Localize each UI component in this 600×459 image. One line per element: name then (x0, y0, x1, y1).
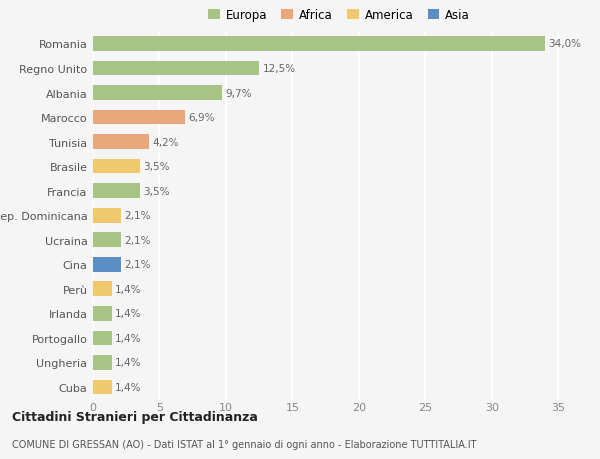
Bar (93, 62, 259, 76)
Bar (93, 111, 185, 125)
Text: 3,5%: 3,5% (143, 162, 169, 172)
Bar (93, 233, 121, 247)
Bar (93, 159, 140, 174)
Legend: Europa, Africa, America, Asia: Europa, Africa, America, Asia (206, 7, 472, 24)
Text: 6,9%: 6,9% (188, 113, 215, 123)
Text: 2,1%: 2,1% (124, 235, 151, 245)
Text: 9,7%: 9,7% (226, 88, 252, 98)
Text: 1,4%: 1,4% (115, 284, 142, 294)
Bar (93, 331, 112, 346)
Text: 1,4%: 1,4% (115, 358, 142, 368)
Bar (93, 282, 112, 297)
Text: 2,1%: 2,1% (124, 260, 151, 270)
Text: COMUNE DI GRESSAN (AO) - Dati ISTAT al 1° gennaio di ogni anno - Elaborazione TU: COMUNE DI GRESSAN (AO) - Dati ISTAT al 1… (12, 440, 476, 449)
Text: 2,1%: 2,1% (124, 211, 151, 221)
Text: 1,4%: 1,4% (115, 333, 142, 343)
Text: 34,0%: 34,0% (548, 39, 581, 50)
Bar (93, 380, 112, 394)
Bar (93, 86, 222, 101)
Text: 3,5%: 3,5% (143, 186, 169, 196)
Bar (93, 135, 149, 150)
Bar (93, 355, 112, 370)
Bar (93, 184, 140, 199)
Text: 1,4%: 1,4% (115, 308, 142, 319)
Text: 4,2%: 4,2% (152, 137, 179, 147)
Bar (93, 306, 112, 321)
Text: Cittadini Stranieri per Cittadinanza: Cittadini Stranieri per Cittadinanza (12, 410, 258, 423)
Text: 12,5%: 12,5% (263, 64, 296, 74)
Bar (93, 37, 545, 52)
Bar (93, 257, 121, 272)
Bar (93, 208, 121, 223)
Text: 1,4%: 1,4% (115, 382, 142, 392)
